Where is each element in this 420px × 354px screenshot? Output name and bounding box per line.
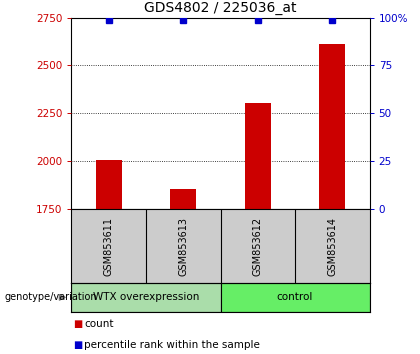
Bar <box>245 103 271 209</box>
Text: control: control <box>277 292 313 302</box>
Text: GSM853612: GSM853612 <box>253 216 263 276</box>
Text: GSM853613: GSM853613 <box>178 217 188 275</box>
Text: percentile rank within the sample: percentile rank within the sample <box>84 340 260 350</box>
Bar <box>170 189 196 209</box>
Text: GSM853614: GSM853614 <box>327 217 337 275</box>
Bar <box>96 160 122 209</box>
Bar <box>71 283 220 312</box>
Bar <box>319 45 345 209</box>
Text: WTX overexpression: WTX overexpression <box>93 292 199 302</box>
Text: ■: ■ <box>74 340 83 350</box>
Text: genotype/variation: genotype/variation <box>4 292 97 302</box>
Text: ■: ■ <box>74 319 83 329</box>
Text: GSM853611: GSM853611 <box>104 217 114 275</box>
Text: count: count <box>84 319 113 329</box>
Bar <box>220 283 370 312</box>
Title: GDS4802 / 225036_at: GDS4802 / 225036_at <box>144 1 297 15</box>
